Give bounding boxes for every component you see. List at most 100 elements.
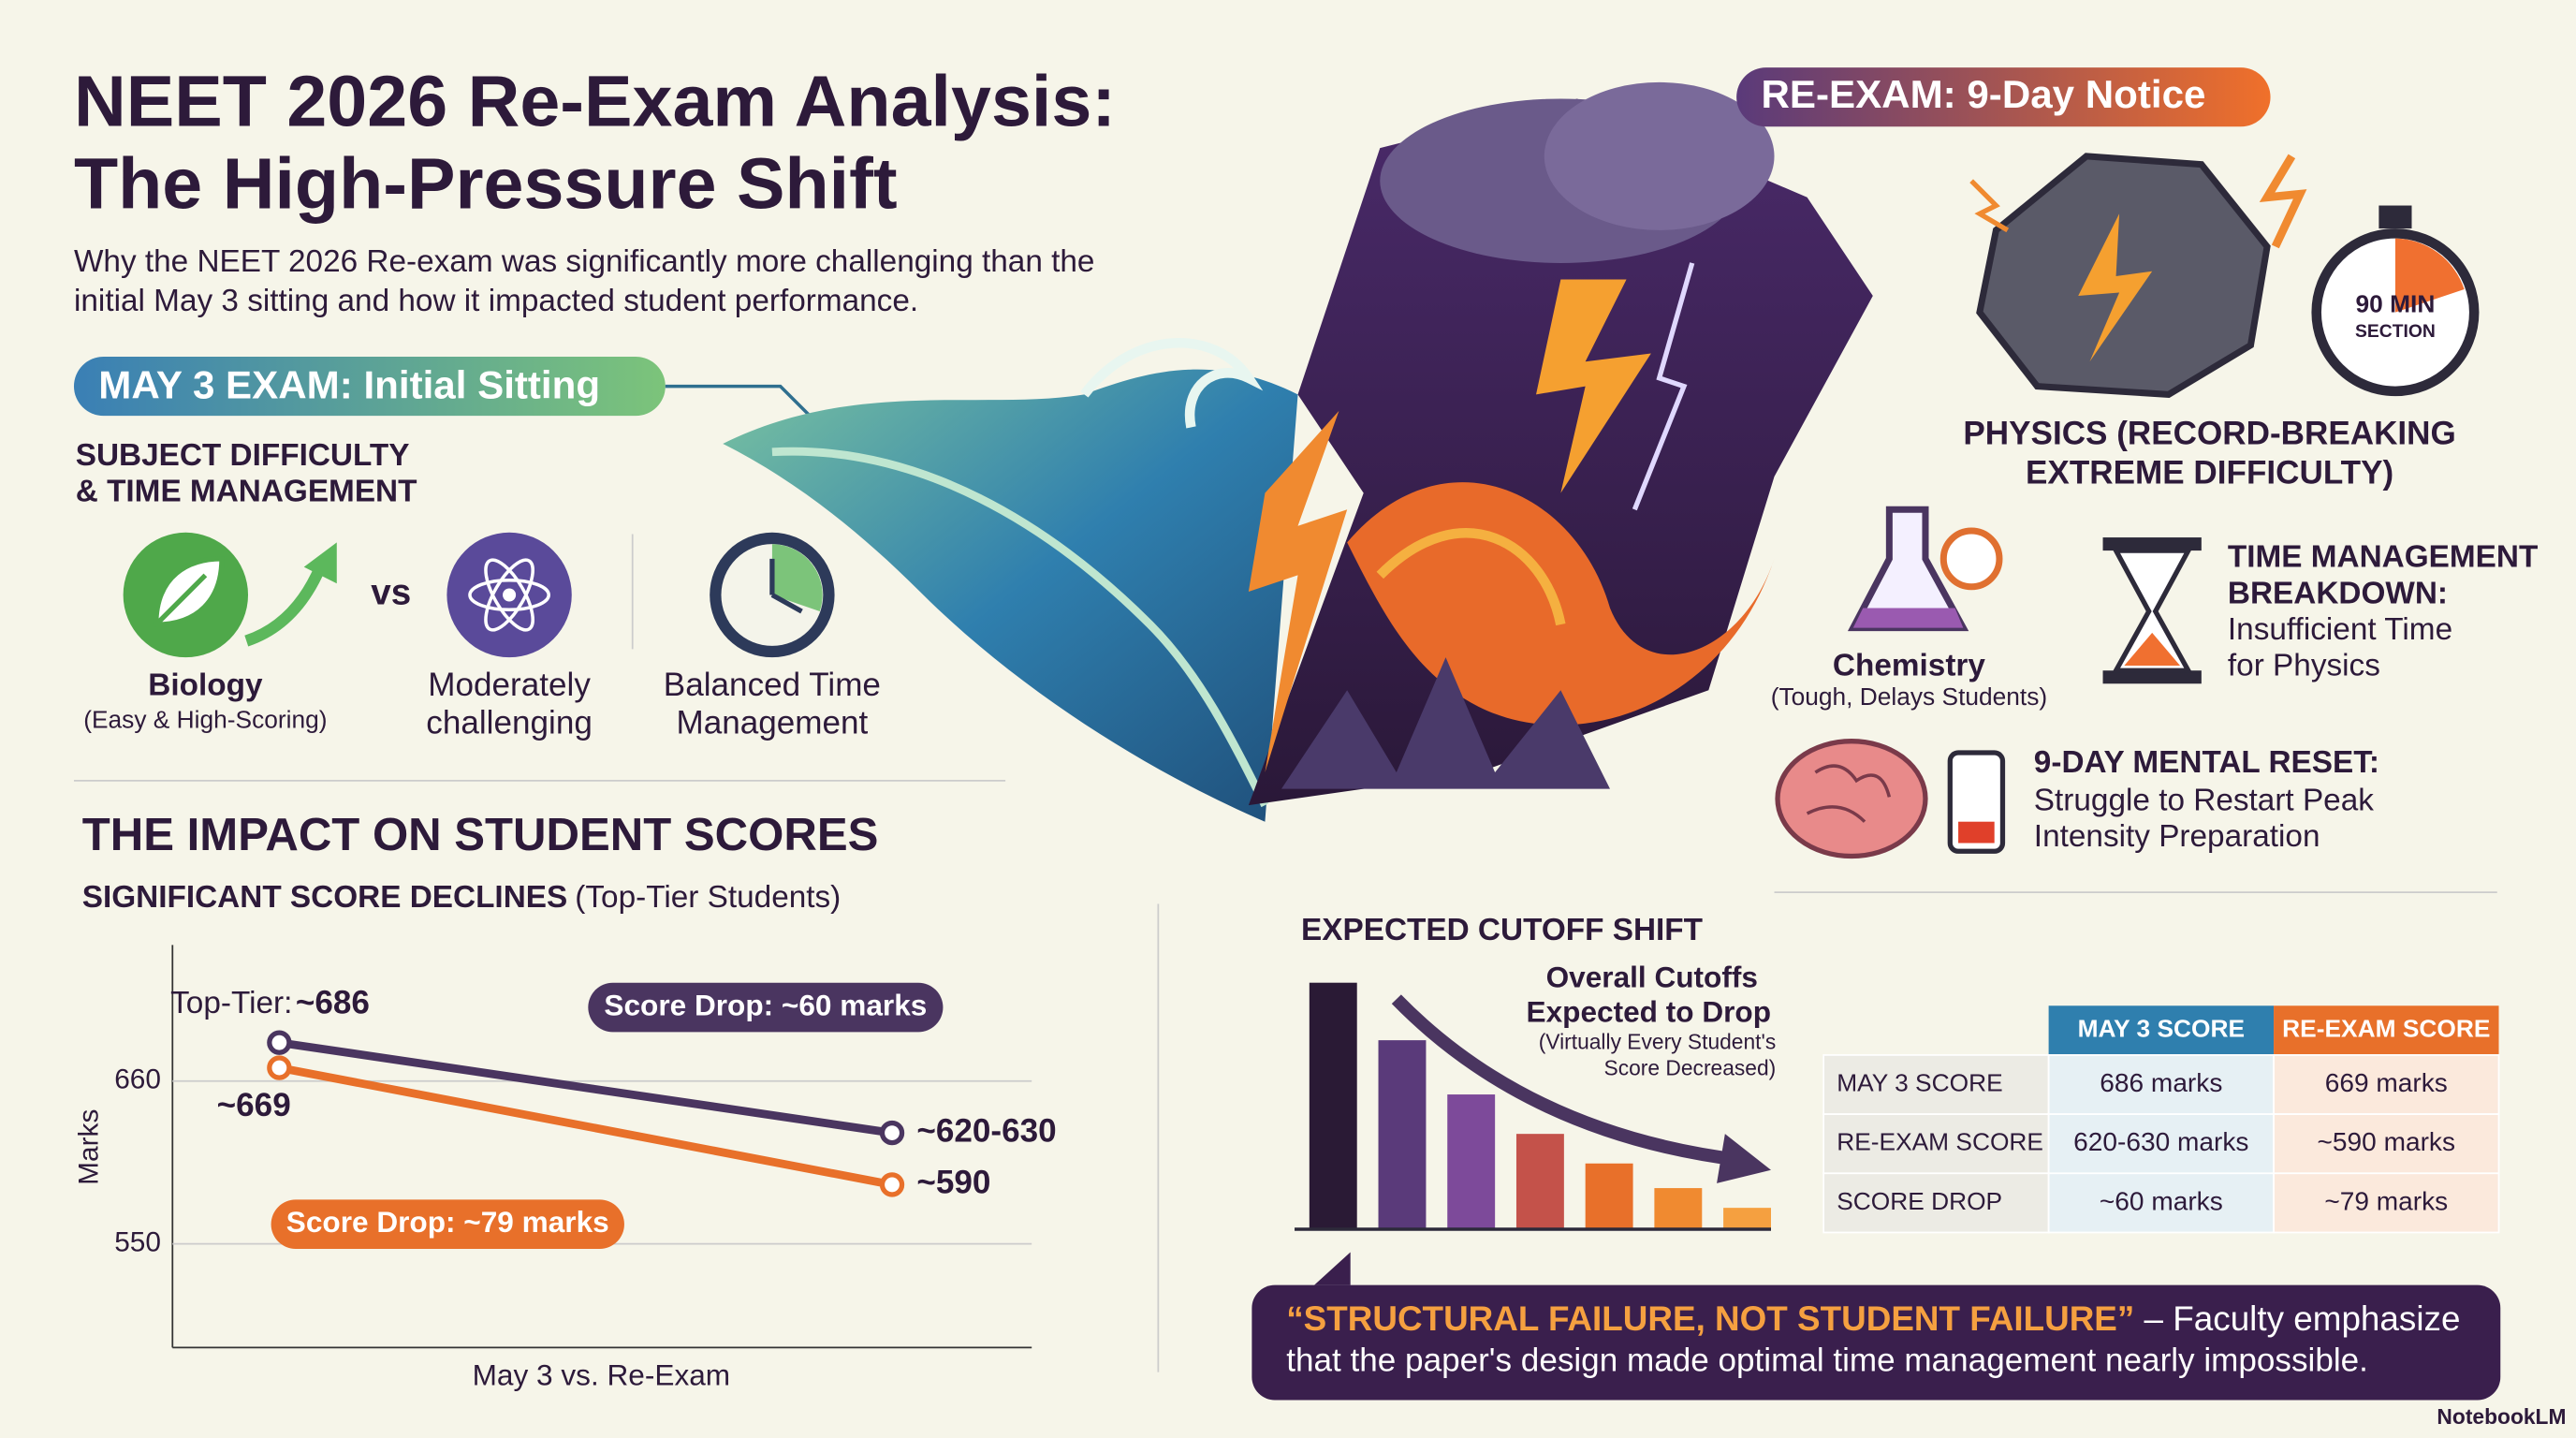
reset-body: Intensity Preparation — [2034, 819, 2320, 854]
badge — [1736, 67, 2271, 127]
physics-label: PHYSICS (RECORD-BREAKING — [1963, 416, 2455, 452]
label: Management — [676, 704, 868, 741]
score-table: MAY 3 SCORE RE-EXAM SCORE MAY 3 SCORE 686 m… — [1822, 1005, 2500, 1234]
atom-icon — [446, 532, 572, 658]
chart-title: EXPECTED CUTOFF SHIFT — [1301, 913, 1703, 947]
row-label: RE-EXAM SCORE — [1837, 1128, 2043, 1156]
annotation-note: Score Decreased) — [1604, 1056, 1777, 1080]
line-chart: 550 660 ~686 ~620-630 Top-Tier: ~669 ~590 Score… — [114, 982, 1057, 1258]
stopwatch-label: SECTION — [2355, 322, 2436, 342]
x-axis-label: May 3 vs. Re-Exam — [473, 1357, 730, 1391]
cell-text: 669 marks — [2325, 1068, 2448, 1097]
row-label: SCORE DROP — [1837, 1187, 2002, 1215]
heading: SUBJECT DIFFICULTY — [76, 438, 410, 473]
row-label-cell — [1822, 1113, 2050, 1175]
biology-icon — [123, 532, 337, 658]
label: Chemistry — [1833, 649, 1985, 683]
brand: NotebookLM — [2437, 1404, 2566, 1429]
chart-title: THE IMPACT ON STUDENT SCORES — [82, 810, 879, 860]
point — [267, 1055, 292, 1080]
subtitle: initial May 3 sitting and how it impacte… — [74, 284, 918, 318]
header-text: RE-EXAM SCORE — [2282, 1015, 2490, 1043]
annotation-pill — [271, 1199, 624, 1250]
physics-label: EXTREME DIFFICULTY) — [2026, 455, 2393, 492]
label: challenging — [426, 704, 593, 741]
label: Biology — [148, 668, 263, 703]
badge-text: MAY 3 EXAM: Initial Sitting — [98, 362, 600, 406]
heading: & TIME MANAGEMENT — [76, 474, 417, 508]
bar — [1654, 1188, 1703, 1229]
hourglass-icon — [2102, 537, 2202, 684]
quote-box — [1251, 1284, 2501, 1401]
annotation: Score Drop: ~79 marks — [286, 1205, 609, 1239]
badge — [73, 357, 666, 417]
title: The High-Pressure Shift — [74, 143, 898, 224]
reset-title: 9-DAY MENTAL RESET: — [2034, 745, 2379, 780]
cell — [2273, 1054, 2500, 1115]
subtitle: Why the NEET 2026 Re-exam was significan… — [74, 244, 1095, 279]
clock-icon — [710, 532, 835, 658]
value-label: ~590 — [916, 1165, 990, 1201]
vs: vs — [371, 573, 411, 613]
header-cell — [2048, 1005, 2275, 1055]
header-text: MAY 3 SCORE — [2078, 1015, 2245, 1043]
brain-icon — [1775, 739, 2006, 859]
cell-text: 620-630 marks — [2073, 1127, 2248, 1156]
quote-tail — [1314, 1252, 1351, 1285]
row-label-cell — [1822, 1054, 2050, 1115]
storm-illustration — [1248, 81, 1873, 806]
label-sub: (Tough, Delays Students) — [1771, 682, 2047, 711]
chart-subtitle: SIGNIFICANT SCORE DECLINES — [82, 880, 567, 915]
series-name: Top-Tier: — [170, 986, 292, 1020]
time-body: Insufficient Time — [2228, 612, 2452, 647]
annotation-pill — [588, 982, 944, 1033]
cell — [2273, 1172, 2500, 1234]
point — [879, 1172, 905, 1197]
annotation: Expected to Drop — [1527, 994, 1771, 1028]
stopwatch-icon — [2311, 205, 2480, 397]
reset-body: Struggle to Restart Peak — [2034, 783, 2374, 817]
time-title: BREAKDOWN: — [2228, 576, 2448, 610]
bar — [1585, 1163, 1633, 1229]
y-axis-label: Marks — [73, 1109, 104, 1185]
chart-subtitle-note: (Top-Tier Students) — [575, 880, 841, 915]
header-cell — [2274, 1005, 2499, 1055]
time-title: TIME MANAGEMENT — [2228, 540, 2538, 575]
series-line — [278, 1038, 893, 1137]
bar-chart — [1295, 982, 1771, 1231]
series-line — [278, 1064, 893, 1189]
time-body: for Physics — [2228, 649, 2380, 683]
label-sub: (Easy & High-Scoring) — [83, 706, 327, 734]
title: NEET 2026 Re-Exam Analysis: — [74, 62, 1116, 142]
trend-arrow — [1391, 994, 1743, 1167]
cell-text: ~590 marks — [2318, 1127, 2455, 1156]
cell-text: ~60 marks — [2100, 1186, 2223, 1215]
label: Moderately — [428, 667, 591, 703]
row-label: MAY 3 SCORE — [1837, 1068, 2002, 1096]
flask-icon — [1847, 506, 2003, 632]
value-label: ~620-630 — [916, 1112, 1056, 1149]
bar — [1309, 982, 1357, 1229]
rock-icon — [1969, 153, 2307, 398]
y-tick-label: 550 — [114, 1227, 161, 1258]
annotation: Overall Cutoffs — [1546, 961, 1758, 994]
cell-text: 686 marks — [2100, 1068, 2222, 1097]
stopwatch-label: 90 MIN — [2356, 290, 2436, 318]
label: Balanced Time — [664, 667, 881, 703]
cell — [2047, 1054, 2275, 1115]
wave-illustration — [723, 338, 1298, 822]
annotation-note: (Virtually Every Student's — [1539, 1030, 1777, 1054]
point — [267, 1030, 292, 1055]
value-label: ~669 — [217, 1087, 291, 1123]
cell — [2047, 1172, 2275, 1234]
cell-text: ~79 marks — [2324, 1186, 2448, 1215]
bar — [1723, 1208, 1771, 1229]
value-label: ~686 — [296, 985, 370, 1021]
row-label-cell — [1822, 1172, 2050, 1234]
quote-emphasis: “STRUCTURAL FAILURE, NOT STUDENT FAILURE… — [1286, 1299, 2134, 1338]
quote-lead: – Faculty emphasize — [2134, 1299, 2460, 1338]
badge-text: RE-EXAM: 9-Day Notice — [1761, 72, 2205, 116]
y-tick-label: 660 — [114, 1064, 161, 1095]
